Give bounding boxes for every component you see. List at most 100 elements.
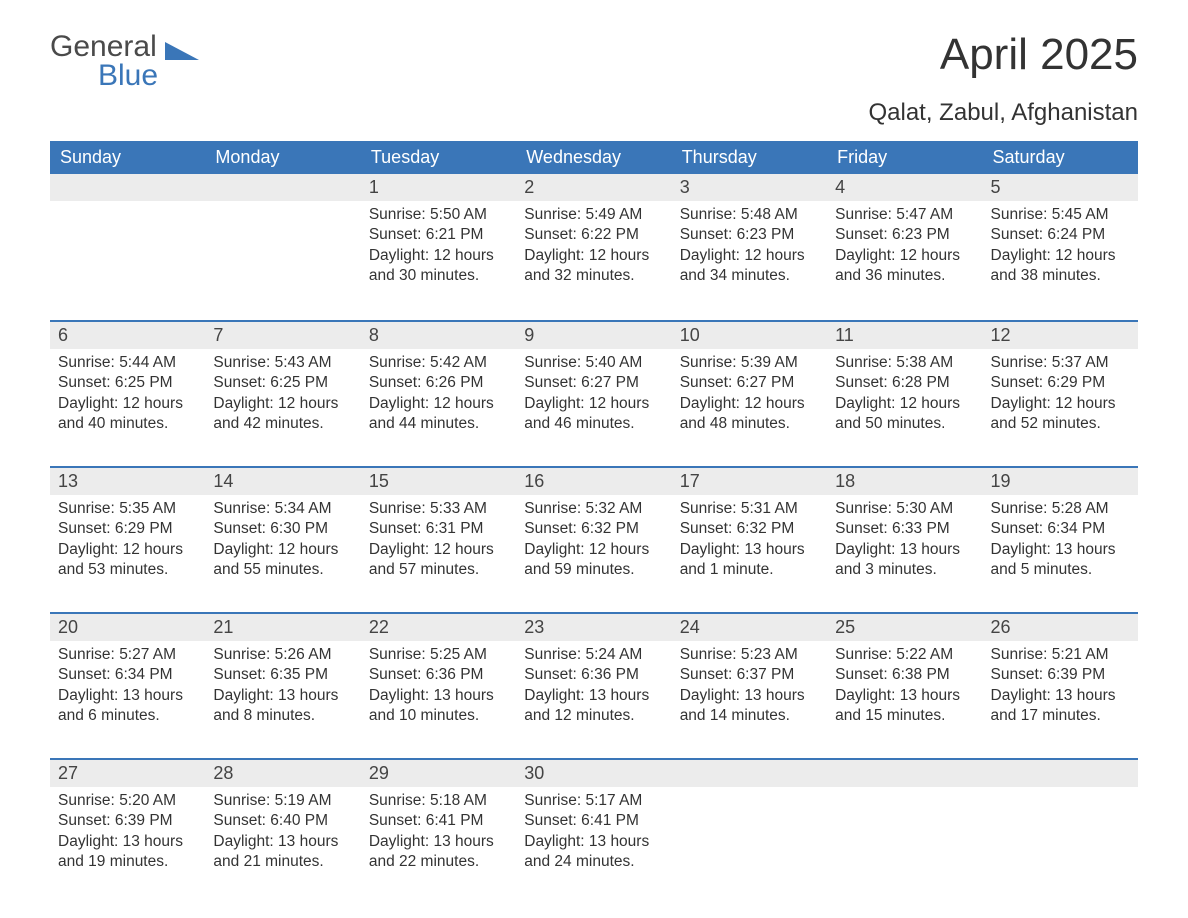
daylight-label: Daylight: bbox=[524, 247, 584, 264]
day-header: Saturday bbox=[983, 141, 1138, 174]
day-body: Sunrise: 5:49 AMSunset: 6:22 PMDaylight:… bbox=[516, 201, 671, 294]
day-number-bar: 11 bbox=[827, 320, 982, 349]
sunset-label: Sunset: bbox=[58, 666, 111, 683]
sunset-line: Sunset: 6:32 PM bbox=[524, 519, 663, 539]
calendar-week-row: 6Sunrise: 5:44 AMSunset: 6:25 PMDaylight… bbox=[50, 320, 1138, 466]
sunset-line: Sunset: 6:33 PM bbox=[835, 519, 974, 539]
daylight-line: Daylight: 12 hours and 50 minutes. bbox=[835, 394, 974, 434]
sunset-value: 6:29 PM bbox=[115, 520, 173, 537]
day-body: Sunrise: 5:26 AMSunset: 6:35 PMDaylight:… bbox=[205, 641, 360, 734]
day-body: Sunrise: 5:17 AM Sunset: 6:41 PM Daylight:… bbox=[516, 787, 671, 880]
sunset-value: 6:38 PM bbox=[892, 666, 950, 683]
calendar-cell: 18Sunrise: 5:30 AMSunset: 6:33 PMDayligh… bbox=[827, 466, 982, 612]
sunrise-label: Sunrise: bbox=[991, 500, 1048, 517]
sunset-value: 6:34 PM bbox=[1047, 520, 1105, 537]
day-number-bar: 14 bbox=[205, 466, 360, 495]
daylight-line: Daylight: 12 hours and 52 minutes. bbox=[991, 394, 1130, 434]
sunrise-value: 5:37 AM bbox=[1052, 354, 1109, 371]
day-body: Sunrise: 5:19 AMSunset: 6:40 PMDaylight:… bbox=[205, 787, 360, 880]
daylight-line: Daylight: 13 hours and 24 minutes. bbox=[524, 832, 663, 872]
daylight-line: Daylight: 13 hours and 19 minutes. bbox=[58, 832, 197, 872]
day-body: Sunrise: 5:48 AMSunset: 6:23 PMDaylight:… bbox=[672, 201, 827, 294]
sunset-value: 6:39 PM bbox=[115, 812, 173, 829]
daylight-line: Daylight: 12 hours and 46 minutes. bbox=[524, 394, 663, 434]
daylight-label: Daylight: bbox=[524, 687, 584, 704]
logo-text-general: General bbox=[50, 30, 157, 63]
day-body: Sunrise: 5:38 AMSunset: 6:28 PMDaylight:… bbox=[827, 349, 982, 442]
calendar-cell: 5Sunrise: 5:45 AMSunset: 6:24 PMDaylight… bbox=[983, 174, 1138, 320]
daylight-label: Daylight: bbox=[680, 247, 740, 264]
sunrise-value: 5:24 AM bbox=[585, 646, 642, 663]
day-body: Sunrise: 5:21 AMSunset: 6:39 PMDaylight:… bbox=[983, 641, 1138, 734]
day-number-bar: 3 bbox=[672, 174, 827, 201]
sunset-value: 6:32 PM bbox=[581, 520, 639, 537]
sunset-value: 6:23 PM bbox=[892, 226, 950, 243]
day-body: Sunrise: 5:44 AMSunset: 6:25 PMDaylight:… bbox=[50, 349, 205, 442]
daylight-line: Daylight: 12 hours and 48 minutes. bbox=[680, 394, 819, 434]
daylight-label: Daylight: bbox=[680, 395, 740, 412]
day-body: Sunrise: 5:33 AMSunset: 6:31 PMDaylight:… bbox=[361, 495, 516, 588]
day-body: Sunrise: 5:32 AMSunset: 6:32 PMDaylight:… bbox=[516, 495, 671, 588]
sunrise-label: Sunrise: bbox=[680, 206, 737, 223]
daylight-line: Daylight: 12 hours and 44 minutes. bbox=[369, 394, 508, 434]
daylight-label: Daylight: bbox=[991, 687, 1051, 704]
daylight-line: Daylight: 13 hours and 10 minutes. bbox=[369, 686, 508, 726]
day-number-bar: 27 bbox=[50, 758, 205, 787]
sunrise-value: 5:30 AM bbox=[896, 500, 953, 517]
sunset-line: Sunset: 6:22 PM bbox=[524, 225, 663, 245]
sunset-value: 6:41 PM bbox=[581, 812, 639, 829]
sunrise-line: Sunrise: 5:28 AM bbox=[991, 499, 1130, 519]
daylight-line: Daylight: 13 hours and 6 minutes. bbox=[58, 686, 197, 726]
sunset-line: Sunset: 6:27 PM bbox=[524, 373, 663, 393]
daylight-label: Daylight: bbox=[213, 687, 273, 704]
sunset-label: Sunset: bbox=[213, 812, 266, 829]
sunrise-label: Sunrise: bbox=[369, 354, 426, 371]
daylight-label: Daylight: bbox=[213, 833, 273, 850]
day-header: Monday bbox=[205, 141, 360, 174]
daylight-line: Daylight: 12 hours and 30 minutes. bbox=[369, 246, 508, 286]
sunset-value: 6:24 PM bbox=[1047, 226, 1105, 243]
calendar-cell: 8Sunrise: 5:42 AMSunset: 6:26 PMDaylight… bbox=[361, 320, 516, 466]
sunrise-value: 5:44 AM bbox=[119, 354, 176, 371]
sunset-value: 6:36 PM bbox=[426, 666, 484, 683]
sunset-label: Sunset: bbox=[835, 520, 888, 537]
calendar-cell: 10Sunrise: 5:39 AMSunset: 6:27 PMDayligh… bbox=[672, 320, 827, 466]
calendar-cell: 20Sunrise: 5:27 AMSunset: 6:34 PMDayligh… bbox=[50, 612, 205, 758]
day-number-bar: 9 bbox=[516, 320, 671, 349]
day-number-bar: 4 bbox=[827, 174, 982, 201]
day-number-bar: 5 bbox=[983, 174, 1138, 201]
sunrise-value: 5:25 AM bbox=[430, 646, 487, 663]
calendar-cell: 30Sunrise: 5:17 AMSunset: 6:41 PMDayligh… bbox=[516, 758, 671, 904]
day-number-bar: 19 bbox=[983, 466, 1138, 495]
sunrise-label: Sunrise: bbox=[835, 500, 892, 517]
sunset-line: Sunset: 6:25 PM bbox=[213, 373, 352, 393]
daylight-line: Daylight: 12 hours and 42 minutes. bbox=[213, 394, 352, 434]
calendar-cell bbox=[983, 758, 1138, 904]
calendar-cell: 3Sunrise: 5:48 AMSunset: 6:23 PMDaylight… bbox=[672, 174, 827, 320]
sunrise-value: 5:17 AM bbox=[585, 792, 642, 809]
daylight-line: Daylight: 12 hours and 59 minutes. bbox=[524, 540, 663, 580]
day-number-bar: 10 bbox=[672, 320, 827, 349]
sunrise-line: Sunrise: 5:37 AM bbox=[991, 353, 1130, 373]
sunrise-label: Sunrise: bbox=[524, 792, 581, 809]
sunrise-label: Sunrise: bbox=[213, 646, 270, 663]
day-number-bar: 28 bbox=[205, 758, 360, 787]
sunrise-label: Sunrise: bbox=[680, 354, 737, 371]
sunset-label: Sunset: bbox=[680, 374, 733, 391]
calendar-cell: 19Sunrise: 5:28 AMSunset: 6:34 PMDayligh… bbox=[983, 466, 1138, 612]
sunset-label: Sunset: bbox=[524, 812, 577, 829]
day-number-bar: 18 bbox=[827, 466, 982, 495]
sunset-value: 6:27 PM bbox=[737, 374, 795, 391]
sunset-line: Sunset: 6:36 PM bbox=[524, 665, 663, 685]
sunrise-label: Sunrise: bbox=[524, 646, 581, 663]
day-header-row: SundayMondayTuesdayWednesdayThursdayFrid… bbox=[50, 141, 1138, 174]
day-body: Sunrise: 5:27 AMSunset: 6:34 PMDaylight:… bbox=[50, 641, 205, 734]
sunrise-line: Sunrise: 5:45 AM bbox=[991, 205, 1130, 225]
day-number-bar: 25 bbox=[827, 612, 982, 641]
sunset-value: 6:39 PM bbox=[1047, 666, 1105, 683]
sunrise-label: Sunrise: bbox=[369, 646, 426, 663]
sunrise-label: Sunrise: bbox=[369, 792, 426, 809]
daylight-label: Daylight: bbox=[835, 687, 895, 704]
daylight-line: Daylight: 13 hours and 12 minutes. bbox=[524, 686, 663, 726]
calendar-cell: 2Sunrise: 5:49 AMSunset: 6:22 PMDaylight… bbox=[516, 174, 671, 320]
